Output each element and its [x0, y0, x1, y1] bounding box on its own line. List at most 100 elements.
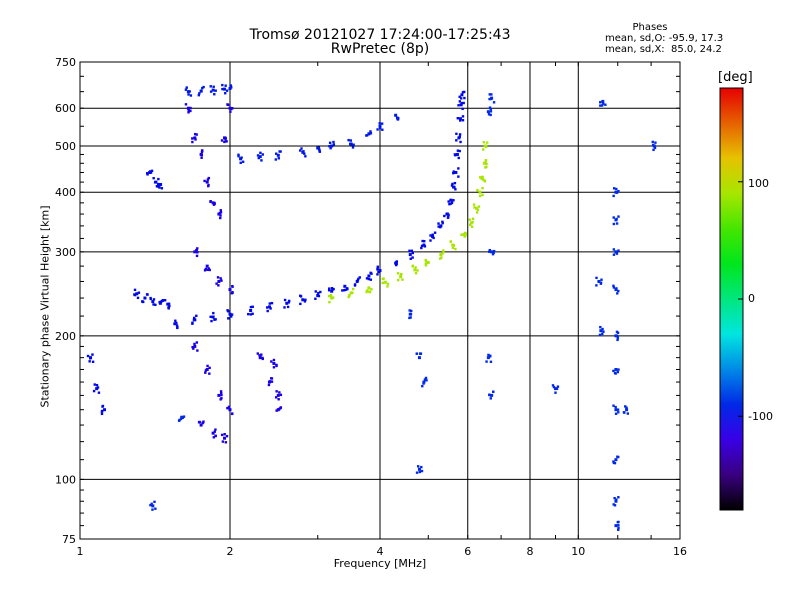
data-point [455, 152, 459, 156]
data-point [219, 390, 223, 393]
data-point [151, 504, 155, 508]
data-point [206, 268, 209, 271]
data-point [431, 233, 434, 236]
data-point [378, 126, 382, 130]
data-point [420, 246, 423, 250]
data-point [612, 286, 616, 289]
data-point [217, 393, 221, 397]
y-tick-label: 400 [55, 186, 76, 199]
data-point [207, 176, 211, 180]
data-point [357, 277, 360, 281]
data-point [331, 288, 334, 291]
data-point [286, 305, 290, 309]
data-point [154, 507, 157, 510]
data-point [214, 428, 217, 431]
data-point [314, 290, 317, 293]
data-point [136, 296, 140, 300]
data-point [352, 287, 355, 291]
data-point [356, 279, 360, 282]
data-point [488, 97, 491, 101]
data-point [268, 380, 272, 383]
data-point [226, 103, 230, 107]
data-point [303, 300, 307, 303]
data-point [475, 206, 479, 210]
data-point [452, 244, 456, 247]
data-point [189, 109, 192, 113]
data-point [451, 246, 455, 250]
data-point [154, 303, 157, 307]
data-point [437, 225, 440, 228]
data-point [416, 269, 419, 272]
data-point [205, 180, 209, 184]
data-point [376, 128, 379, 131]
data-point [275, 364, 278, 368]
data-point [193, 344, 197, 348]
data-point [396, 278, 400, 282]
data-point [376, 265, 379, 268]
data-point [455, 139, 458, 142]
data-point [194, 138, 197, 141]
data-point [151, 300, 155, 304]
data-point [200, 153, 204, 157]
data-point [460, 101, 464, 105]
data-point [89, 357, 92, 360]
data-point [485, 145, 488, 148]
data-point [458, 100, 462, 103]
data-point [426, 260, 430, 264]
data-point [156, 185, 160, 188]
data-point [352, 143, 355, 146]
data-point [100, 412, 104, 416]
data-point [487, 113, 491, 116]
data-point [152, 298, 156, 301]
data-point [614, 499, 618, 503]
data-point [454, 170, 458, 174]
data-point [214, 434, 217, 437]
data-point [462, 233, 466, 237]
data-point [228, 106, 232, 110]
data-point [189, 106, 192, 110]
data-point [145, 172, 149, 175]
data-point [187, 109, 190, 112]
data-point [623, 411, 626, 414]
data-point [212, 311, 215, 315]
data-point [268, 302, 272, 305]
data-point [230, 412, 234, 416]
data-point [219, 209, 222, 212]
data-point [191, 140, 194, 144]
data-point [490, 250, 494, 254]
data-point [198, 92, 201, 95]
data-point [486, 356, 490, 360]
data-point [424, 376, 428, 380]
data-point [612, 369, 615, 373]
data-point [274, 158, 277, 161]
data-point [457, 156, 460, 160]
data-point [220, 139, 224, 142]
data-point [468, 218, 471, 221]
data-point [209, 315, 212, 319]
data-point [341, 289, 344, 292]
data-point [475, 211, 479, 214]
data-point [133, 293, 137, 297]
data-point [214, 89, 217, 92]
data-point [153, 181, 157, 184]
data-point [599, 329, 603, 333]
data-point [409, 313, 413, 316]
x-tick-label: 16 [673, 545, 687, 558]
data-point [177, 419, 181, 422]
data-point [229, 86, 233, 89]
data-point [275, 390, 278, 393]
data-point [351, 146, 355, 149]
data-point [272, 361, 276, 365]
y-tick-label: 750 [55, 56, 76, 69]
data-point [612, 187, 616, 190]
data-point [167, 307, 170, 310]
data-point [367, 274, 371, 278]
data-point [489, 97, 493, 101]
data-point [367, 286, 371, 290]
data-point [328, 287, 331, 290]
data-point [459, 97, 463, 100]
data-point [287, 301, 290, 304]
data-point [195, 254, 199, 258]
